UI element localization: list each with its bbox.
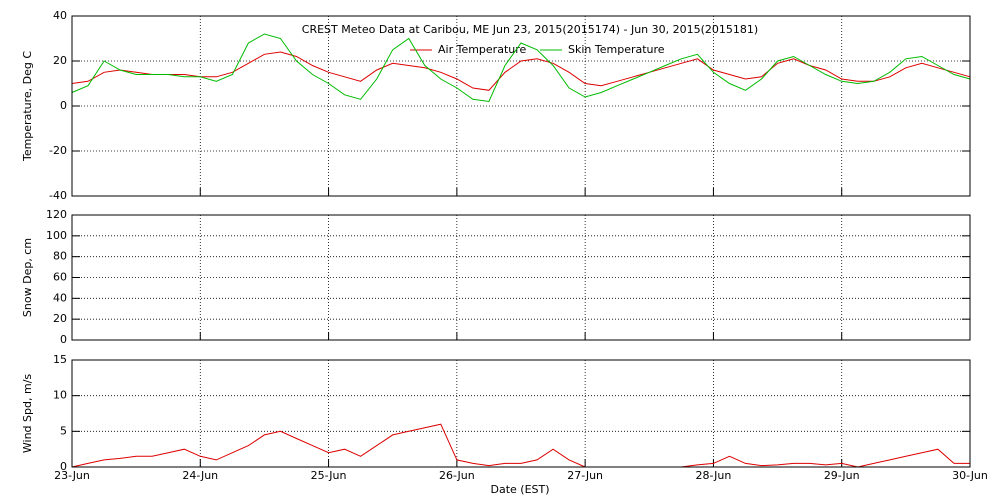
x-tick-label: 27-Jun [567,469,603,482]
x-tick-label: 24-Jun [182,469,218,482]
series-line [71,33,971,103]
y-tick-label: 20 [53,54,67,67]
x-tick-label: 26-Jun [439,469,475,482]
y-tick-label: 120 [46,208,67,221]
series-line [71,51,971,91]
plot-frame [71,15,971,197]
x-tick-label: 25-Jun [311,469,347,482]
y-tick-label: 40 [53,291,67,304]
y-tick-label: 15 [53,353,67,366]
legend-label: Air Temperature [438,43,527,56]
x-tick-label: 23-Jun [54,469,90,482]
y-tick-label: -20 [49,144,67,157]
x-axis-label: Date (EST) [490,483,549,496]
chart-title: CREST Meteo Data at Caribou, ME Jun 23, … [302,23,758,36]
y-tick-label: 60 [53,271,67,284]
y-tick-label: 0 [60,333,67,346]
y-tick-label: 0 [60,99,67,112]
x-tick-label: 28-Jun [696,469,732,482]
plot-frame [71,359,971,468]
y-tick-label: 0 [60,460,67,473]
legend-label: Skin Temperature [568,43,665,56]
y-tick-label: 10 [53,389,67,402]
series-line [71,423,970,468]
x-tick-label: 30-Jun [952,469,988,482]
y-axis-label: Temperature, Deg C [21,51,34,162]
y-tick-label: -40 [49,189,67,202]
y-axis-label: Snow Dep, cm [21,238,34,317]
y-tick-label: 100 [46,229,67,242]
plot-frame [71,214,971,341]
y-tick-label: 80 [53,250,67,263]
y-axis-label: Wind Spd, m/s [21,374,34,454]
y-tick-label: 5 [60,424,67,437]
x-tick-label: 29-Jun [824,469,860,482]
y-tick-label: 20 [53,312,67,325]
y-tick-label: 40 [53,9,67,22]
